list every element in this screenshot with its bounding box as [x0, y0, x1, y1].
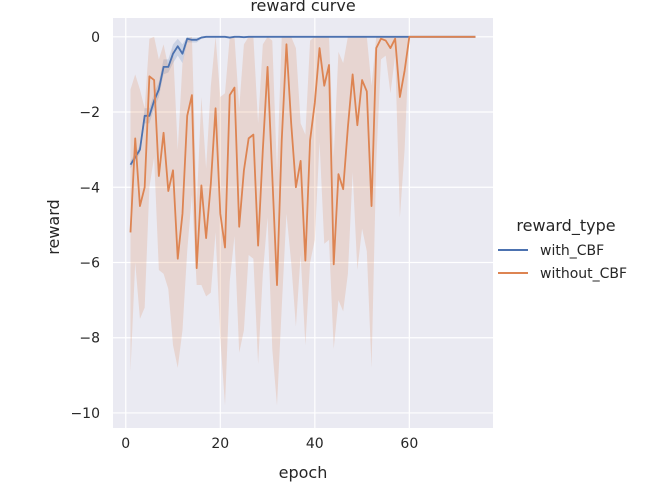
y-tick-label: −10 [70, 406, 100, 422]
grid-lines [113, 18, 493, 428]
y-axis-label: reward [44, 199, 63, 254]
legend-label-without-cbf: without_CBF [540, 266, 627, 282]
tick-labels: 0 20 40 60 0 −2 −4 −6 −8 −10 [70, 30, 418, 452]
x-tick-label: 60 [400, 436, 418, 452]
y-tick-label: −8 [79, 331, 100, 347]
y-tick-label: −4 [79, 180, 100, 196]
legend-label-with-cbf: with_CBF [540, 243, 604, 259]
chart-title: reward curve [250, 0, 355, 15]
y-tick-label: −2 [79, 105, 100, 121]
series-line-without-cbf [129, 35, 476, 286]
legend: reward_type with_CBF without_CBF [498, 216, 627, 282]
y-tick-label: −6 [79, 255, 100, 271]
x-tick-label: 0 [121, 436, 130, 452]
x-tick-label: 20 [211, 436, 229, 452]
legend-title: reward_type [516, 216, 615, 236]
x-tick-label: 40 [306, 436, 324, 452]
x-axis-label: epoch [279, 463, 328, 482]
series-lines [129, 35, 476, 286]
y-tick-label: 0 [91, 30, 100, 46]
